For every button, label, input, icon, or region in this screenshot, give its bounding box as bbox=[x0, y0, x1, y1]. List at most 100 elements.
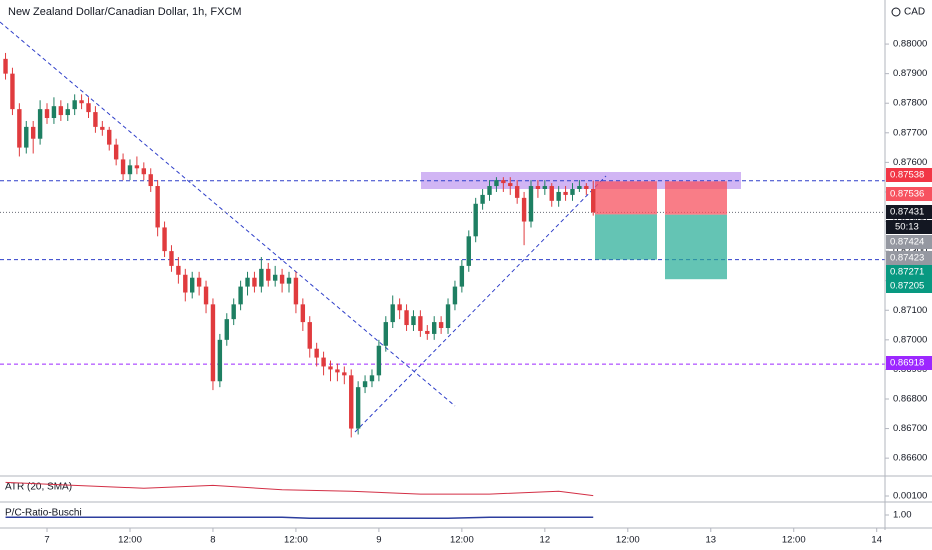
price-badge bbox=[886, 265, 932, 279]
candle-body bbox=[480, 194, 485, 204]
x-tick-label: 13 bbox=[705, 535, 716, 546]
candle-body bbox=[521, 197, 527, 222]
x-tick-label: 8 bbox=[210, 535, 215, 546]
y-tick-label: 0.86800 bbox=[893, 394, 927, 405]
x-tick-label: 14 bbox=[871, 535, 882, 546]
candle-body bbox=[24, 126, 29, 148]
price-badge bbox=[886, 251, 932, 265]
price-badge-label: 0.87538 bbox=[890, 170, 924, 181]
stop-zone bbox=[595, 181, 657, 215]
y-tick-label: 0.87100 bbox=[893, 305, 927, 316]
candle-body bbox=[452, 286, 458, 305]
price-badge bbox=[886, 356, 932, 370]
candle-body bbox=[342, 372, 347, 376]
price-badge bbox=[886, 279, 932, 293]
y-tick-label: 0.87700 bbox=[893, 127, 927, 138]
candle-body bbox=[404, 310, 409, 326]
candle-body bbox=[494, 180, 499, 187]
candle-body bbox=[266, 268, 271, 281]
candle-body bbox=[238, 286, 243, 305]
price-badge bbox=[886, 235, 932, 249]
candle-body bbox=[169, 251, 174, 266]
candle-body bbox=[162, 227, 167, 252]
candle-body bbox=[93, 112, 98, 127]
price-badge-label: 0.87423 bbox=[890, 253, 924, 264]
candle-body bbox=[217, 339, 223, 382]
x-tick-label: 12:00 bbox=[782, 535, 806, 546]
candle-body bbox=[196, 277, 202, 287]
y-tick-label: 0.86700 bbox=[893, 423, 927, 434]
currency: CAD bbox=[904, 7, 925, 18]
candle-body bbox=[570, 188, 575, 195]
candle-body bbox=[100, 126, 105, 130]
target-zone bbox=[595, 214, 657, 260]
candle-body bbox=[65, 109, 70, 116]
y-tick-label: 0.87000 bbox=[893, 334, 927, 345]
candle-body bbox=[549, 186, 554, 201]
x-tick-label: 12:00 bbox=[616, 535, 640, 546]
candle-body bbox=[355, 387, 361, 429]
indicator-tick-label: 0.00100 bbox=[893, 491, 927, 502]
candle-body bbox=[183, 274, 188, 293]
candle-body bbox=[508, 183, 513, 187]
price-badge-label: 0.87271 bbox=[890, 267, 924, 278]
countdown: 50:13 bbox=[895, 222, 919, 233]
indicator-line bbox=[5, 516, 594, 520]
y-tick-label: 0.88000 bbox=[893, 39, 927, 50]
candle-body bbox=[107, 129, 112, 145]
candle-body bbox=[376, 345, 382, 376]
y-tick-label: 0.87900 bbox=[893, 68, 927, 79]
price-badge-label: 0.87205 bbox=[890, 281, 924, 292]
candle-body bbox=[528, 186, 534, 222]
candle-body bbox=[335, 369, 340, 373]
candle-body bbox=[72, 100, 77, 110]
candle-body bbox=[369, 375, 375, 382]
candle-body bbox=[120, 159, 126, 175]
candle-body bbox=[535, 186, 541, 189]
candle-body bbox=[542, 186, 548, 189]
candle-body bbox=[86, 103, 91, 113]
candle-body bbox=[272, 274, 278, 281]
x-tick-label: 12:00 bbox=[118, 535, 142, 546]
candle-body bbox=[514, 186, 520, 198]
x-tick-label: 12:00 bbox=[284, 535, 308, 546]
candle-body bbox=[556, 191, 561, 201]
candle-body bbox=[259, 268, 264, 287]
price-badge bbox=[886, 168, 932, 182]
candle-body bbox=[17, 109, 22, 148]
stop-zone bbox=[665, 181, 727, 215]
candle-body bbox=[252, 277, 257, 287]
candle-body bbox=[328, 366, 333, 370]
target-zone bbox=[665, 214, 727, 280]
candle-body bbox=[37, 109, 43, 139]
candle-body bbox=[279, 274, 285, 284]
candle-body bbox=[176, 265, 181, 275]
indicator-tick-label: 1.00 bbox=[893, 510, 912, 521]
chart-title: New Zealand Dollar/Canadian Dollar, 1h, … bbox=[8, 6, 242, 18]
y-tick-label: 0.87600 bbox=[893, 157, 927, 168]
candle-body bbox=[245, 277, 250, 287]
candle-body bbox=[425, 330, 430, 334]
candle-body bbox=[224, 319, 229, 340]
candle-body bbox=[293, 277, 299, 305]
countdown-badge bbox=[886, 220, 932, 234]
x-tick-label: 9 bbox=[376, 535, 381, 546]
candle-body bbox=[203, 286, 209, 305]
candle-body bbox=[411, 316, 416, 326]
x-tick-label: 12:00 bbox=[450, 535, 474, 546]
price-badge bbox=[886, 205, 932, 219]
trend-line bbox=[0, 21, 456, 407]
currency-icon bbox=[891, 7, 901, 17]
candle-body bbox=[300, 304, 306, 323]
candle-body bbox=[397, 304, 402, 311]
candle-body bbox=[79, 100, 84, 104]
candle-body bbox=[210, 304, 216, 382]
candle-body bbox=[418, 316, 423, 331]
indicator-line bbox=[5, 481, 594, 497]
candle-body bbox=[286, 277, 292, 284]
price-badge-label: 0.87424 bbox=[890, 237, 924, 248]
price-badge-label: 0.87536 bbox=[890, 189, 924, 200]
candle-body bbox=[390, 304, 395, 323]
